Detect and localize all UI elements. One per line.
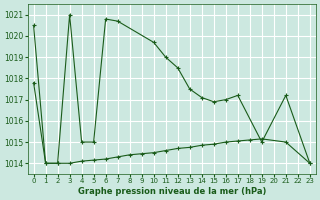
X-axis label: Graphe pression niveau de la mer (hPa): Graphe pression niveau de la mer (hPa) xyxy=(77,187,266,196)
